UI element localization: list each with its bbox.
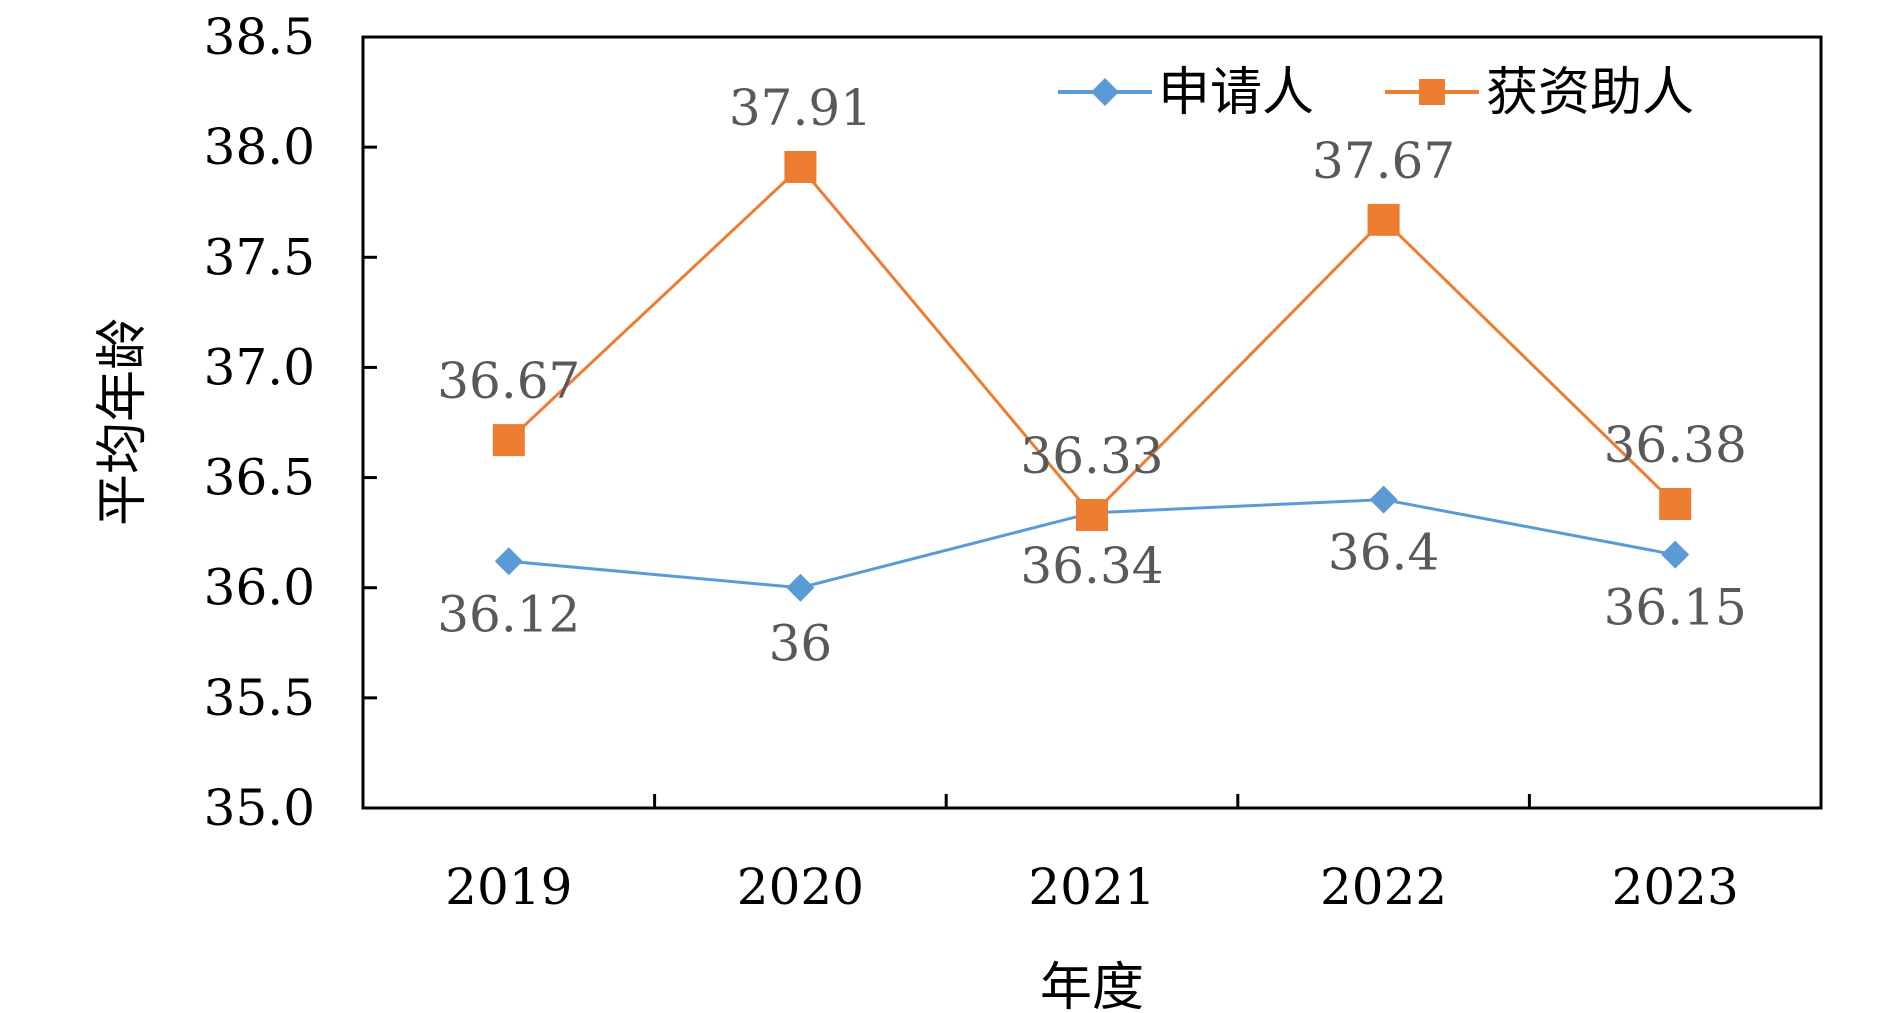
data-label-applicants: 36.34 bbox=[1020, 537, 1163, 595]
data-point-applicants bbox=[494, 547, 523, 576]
x-tick-label: 2020 bbox=[737, 858, 864, 916]
x-tick-label: 2022 bbox=[1320, 858, 1447, 916]
y-tick-label: 35.5 bbox=[204, 669, 315, 727]
legend-marker-funded bbox=[1419, 79, 1445, 105]
y-tick-label: 36.0 bbox=[204, 559, 315, 617]
x-tick-label: 2023 bbox=[1612, 858, 1739, 916]
series-layer bbox=[492, 150, 1692, 602]
data-label-applicants: 36.12 bbox=[437, 585, 580, 643]
data-point-applicants bbox=[1661, 540, 1690, 569]
data-label-funded: 37.91 bbox=[729, 79, 872, 137]
y-tick-label: 38.0 bbox=[204, 118, 315, 176]
data-point-funded bbox=[784, 150, 817, 183]
legend-label-applicants: 申请人 bbox=[1158, 63, 1314, 123]
y-tick-label: 35.0 bbox=[204, 779, 315, 837]
x-tick-label: 2019 bbox=[445, 858, 572, 916]
legend-label-funded: 获资助人 bbox=[1486, 63, 1694, 123]
data-point-applicants bbox=[1369, 485, 1398, 514]
data-label-funded: 37.67 bbox=[1312, 132, 1455, 190]
y-tick-label: 38.5 bbox=[204, 8, 315, 66]
data-point-funded bbox=[492, 424, 525, 457]
y-tick-label: 37.5 bbox=[204, 228, 315, 286]
data-labels: 36.12 36 36.34 36.4 36.15 36.67 37.91 36.33 37.6… bbox=[437, 79, 1747, 673]
data-label-applicants: 36.15 bbox=[1604, 579, 1747, 637]
data-label-applicants: 36.4 bbox=[1328, 524, 1439, 582]
legend: 申请人 获资助人 bbox=[1058, 63, 1694, 123]
x-axis-title: 年度 bbox=[1040, 958, 1144, 1013]
data-point-applicants bbox=[786, 573, 815, 602]
data-point-funded bbox=[1367, 203, 1400, 236]
plot-area-frame bbox=[361, 35, 1823, 810]
data-point-funded bbox=[1659, 488, 1692, 521]
data-label-applicants: 36 bbox=[769, 615, 833, 673]
data-label-funded: 36.67 bbox=[437, 352, 580, 410]
y-tick-label: 37.0 bbox=[204, 338, 315, 396]
data-point-funded bbox=[1076, 499, 1108, 532]
data-label-funded: 36.38 bbox=[1604, 416, 1747, 474]
x-axis: 2019 2020 2021 2022 2023 bbox=[445, 794, 1739, 916]
y-axis: 35.0 35.5 36.0 36.5 37.0 37.5 38.0 38.5 bbox=[204, 8, 377, 837]
legend-marker-applicants bbox=[1091, 78, 1119, 106]
data-label-funded: 36.33 bbox=[1020, 427, 1163, 485]
y-tick-label: 36.5 bbox=[204, 449, 315, 507]
x-tick-label: 2021 bbox=[1028, 858, 1155, 916]
y-axis-title: 平均年龄 bbox=[93, 318, 153, 526]
